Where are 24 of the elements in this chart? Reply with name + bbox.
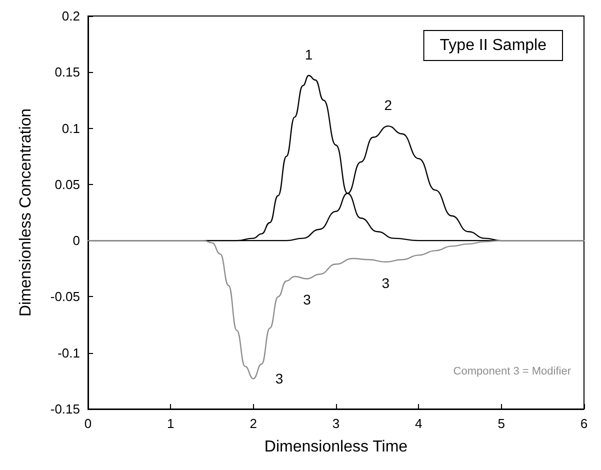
y-tick-label: 0.2 [62, 8, 80, 24]
series-label: 1 [304, 46, 313, 63]
y-axis-title: Dimensionless Concentration [18, 108, 34, 317]
x-tick-label: 4 [415, 416, 422, 431]
x-tick-label: 2 [250, 416, 257, 431]
x-tick-label: 0 [84, 416, 92, 431]
series-label: 3 [303, 292, 312, 308]
x-tick-label: 1 [167, 416, 174, 431]
x-tick-label: 6 [580, 416, 588, 431]
x-axis-title: Dimensionless Time [264, 438, 408, 456]
y-tick-label: -0.15 [50, 402, 80, 416]
y-tick-label: -0.05 [50, 289, 80, 304]
x-tick-label: 3 [332, 416, 340, 431]
x-tick-label: 5 [498, 416, 505, 431]
y-tick-label: 0.15 [54, 64, 80, 80]
annotation: Component 3 = Modifier [453, 366, 572, 378]
y-tick-label: 0 [72, 233, 80, 248]
y-tick-label: 0.1 [62, 120, 80, 136]
series-label: 2 [384, 97, 392, 114]
text: 3 [382, 274, 390, 291]
y-tick-label: -0.1 [58, 345, 80, 360]
y-tick-label: 0.05 [54, 176, 80, 192]
text: 3 [275, 370, 284, 387]
annotation: Type II Sample [440, 37, 547, 54]
